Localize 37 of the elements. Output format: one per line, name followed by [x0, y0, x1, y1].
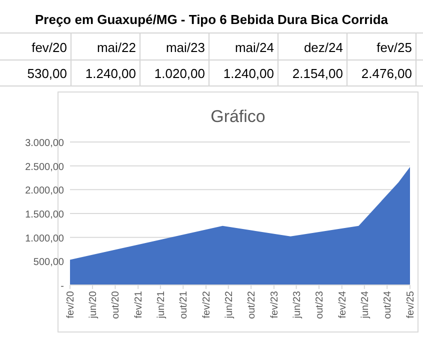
chart-title: Gráfico — [210, 107, 266, 126]
x-tick-label: fev/25 — [406, 290, 416, 318]
x-tick-label: out/22 — [246, 290, 258, 319]
text: 530,00 — [27, 66, 67, 81]
y-tick-label: 1.500,00 — [25, 210, 64, 220]
x-tick-label: fev/20 — [66, 290, 76, 318]
x-tick-label: out/24 — [382, 290, 394, 319]
y-tick-label: 2.500,00 — [25, 162, 64, 173]
x-tick-label: fev/22 — [202, 290, 213, 318]
x-tick-label: out/20 — [110, 290, 122, 319]
text: mai/24 — [234, 40, 274, 55]
x-tick-label: jun/22 — [224, 290, 235, 320]
text: mai/23 — [166, 40, 205, 55]
y-tick-label: 500,00 — [33, 257, 64, 268]
text: dez/24 — [304, 40, 343, 55]
text: Preço em Guaxupé/MG - Tipo 6 Bebida Dura Bica Corrida — [34, 12, 389, 27]
x-tick-label: fev/24 — [337, 290, 348, 318]
x-tick-label: jun/21 — [156, 290, 167, 320]
y-tick-label: 2.000,00 — [25, 186, 64, 197]
x-tick-label: fev/21 — [134, 290, 145, 318]
text: 2.476,00 — [361, 66, 412, 81]
x-tick-label: jun/23 — [292, 290, 303, 320]
y-tick-label: 1.000,00 — [25, 233, 64, 244]
x-tick-label: fev/23 — [269, 290, 280, 318]
x-tick-label: jun/20 — [88, 290, 100, 320]
x-tick-label: jun/24 — [360, 290, 371, 320]
x-tick-label: out/21 — [178, 290, 190, 319]
text: fev/20 — [32, 40, 67, 55]
text: fev/25 — [376, 40, 412, 55]
x-tick-label: out/23 — [314, 290, 326, 319]
text: 1.020,00 — [154, 66, 205, 81]
text: 1.240,00 — [85, 66, 136, 81]
text: 1.240,00 — [223, 66, 274, 81]
text: 2.154,00 — [292, 66, 343, 81]
y-tick-label: 3.000,00 — [25, 138, 64, 149]
text: mai/22 — [96, 40, 136, 55]
y-tick-label: - — [60, 281, 64, 292]
